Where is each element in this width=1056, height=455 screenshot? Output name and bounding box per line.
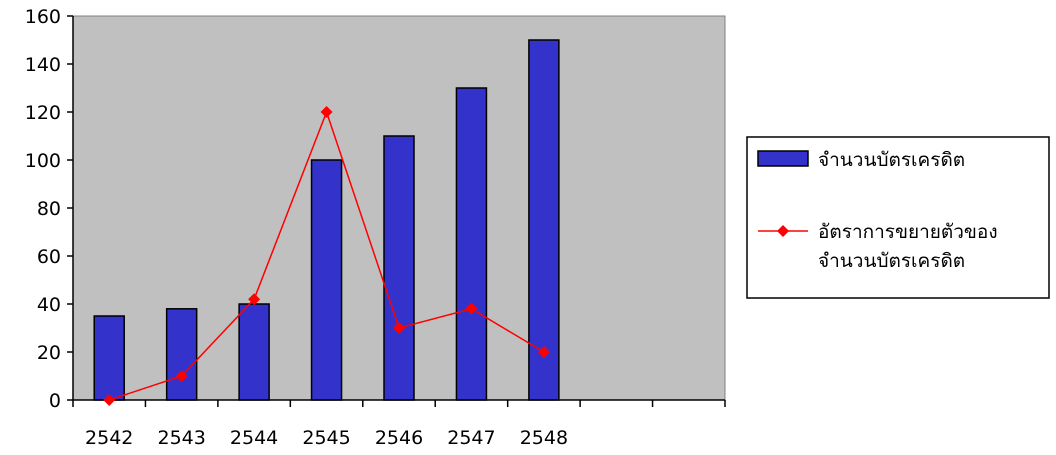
legend-label: จำนวนบัตรเครดิต xyxy=(818,250,965,272)
bar xyxy=(238,303,270,401)
y-axis: 0 20 40 60 80 100 120 140 160 xyxy=(25,6,74,412)
line-point xyxy=(248,293,261,306)
y-tick-label: 100 xyxy=(25,150,61,172)
x-tick-label: 2545 xyxy=(302,427,350,449)
y-tick-label: 40 xyxy=(37,294,61,316)
line-point xyxy=(393,322,405,334)
line-point xyxy=(465,302,478,315)
bar xyxy=(455,87,488,401)
bar-series xyxy=(93,39,560,401)
y-tick-label: 120 xyxy=(25,102,61,124)
legend-bar-swatch xyxy=(757,150,809,167)
bar xyxy=(93,315,125,401)
y-tick-label: 60 xyxy=(37,246,61,268)
bar xyxy=(310,159,343,401)
line-series xyxy=(103,106,550,406)
x-tick-label: 2544 xyxy=(230,427,278,449)
legend-line-marker xyxy=(777,225,789,237)
x-tick-label: 2546 xyxy=(375,427,423,449)
y-tick-label: 160 xyxy=(25,6,61,28)
y-tick-label: 20 xyxy=(37,342,61,364)
line-point xyxy=(103,394,116,406)
line-point xyxy=(175,370,188,382)
y-tick-label: 0 xyxy=(49,390,61,412)
line-point xyxy=(320,106,333,118)
legend-label: จำนวนบัตรเครดิต xyxy=(818,149,965,171)
legend-label: อัตราการขยายตัวของ xyxy=(818,221,998,243)
line-point xyxy=(537,346,550,358)
x-tick-label: 2547 xyxy=(447,427,495,449)
bar xyxy=(528,39,560,401)
x-axis: 2542 2543 2544 2545 2546 2547 2548 xyxy=(72,399,726,449)
y-tick-label: 140 xyxy=(25,54,61,76)
bar xyxy=(165,308,198,401)
bar xyxy=(383,135,415,401)
x-tick-label: 2543 xyxy=(157,427,205,449)
legend: จำนวนบัตรเครดิตอัตราการขยายตัวของจำนวนบั… xyxy=(746,136,1050,299)
y-tick-label: 80 xyxy=(37,198,61,220)
x-tick-label: 2542 xyxy=(85,427,133,449)
x-tick-label: 2548 xyxy=(520,427,568,449)
